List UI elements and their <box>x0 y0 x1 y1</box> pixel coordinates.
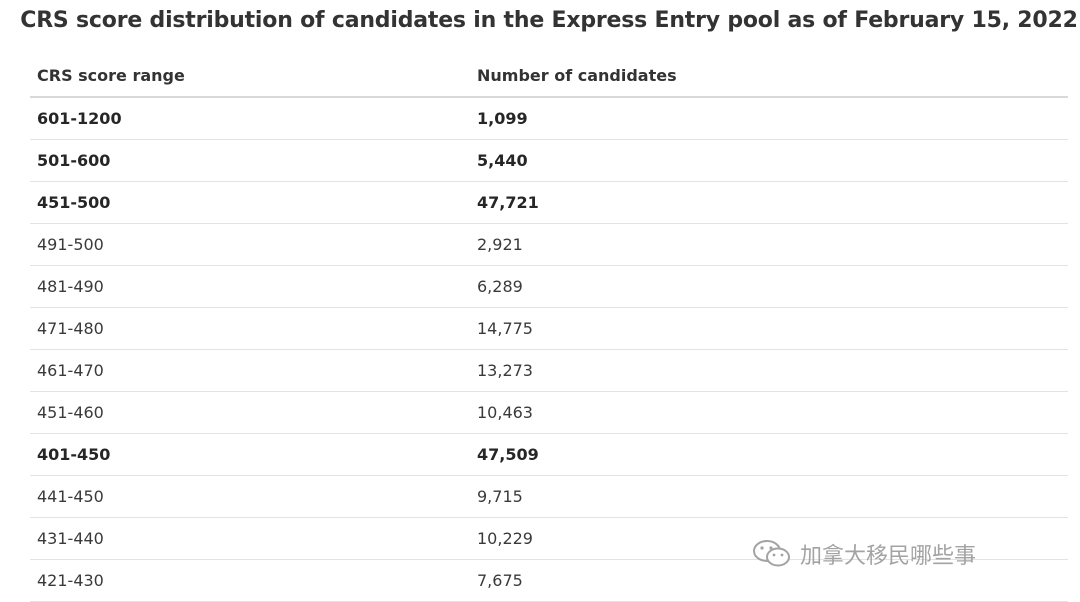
page-title: CRS score distribution of candidates in … <box>20 8 1078 33</box>
score-range-cell: 491-500 <box>37 235 104 254</box>
candidate-count-cell: 1,099 <box>477 109 528 128</box>
score-range-cell: 451-460 <box>37 403 104 422</box>
table-body: 601-1200 1,099 501-600 5,440 451-500 47,721 49… <box>30 98 1068 602</box>
header-score-range: CRS score range <box>37 66 185 85</box>
candidate-count-cell: 5,440 <box>477 151 528 170</box>
candidate-count-cell: 10,463 <box>477 403 533 422</box>
score-range-cell: 471-480 <box>37 319 104 338</box>
score-range-cell: 501-600 <box>37 151 111 170</box>
table-row: 471-480 14,775 <box>30 308 1068 350</box>
candidate-count-cell: 14,775 <box>477 319 533 338</box>
table-row: 451-500 47,721 <box>30 182 1068 224</box>
candidate-count-cell: 6,289 <box>477 277 523 296</box>
score-range-cell: 421-430 <box>37 571 104 590</box>
table-header: CRS score range Number of candidates <box>30 55 1068 98</box>
table-row: 451-460 10,463 <box>30 392 1068 434</box>
table-row: 431-440 10,229 <box>30 518 1068 560</box>
candidate-count-cell: 9,715 <box>477 487 523 506</box>
score-range-cell: 441-450 <box>37 487 104 506</box>
candidate-count-cell: 13,273 <box>477 361 533 380</box>
table-row: 601-1200 1,099 <box>30 98 1068 140</box>
candidate-count-cell: 47,509 <box>477 445 539 464</box>
score-range-cell: 601-1200 <box>37 109 122 128</box>
watermark: 加拿大移民哪些事 <box>752 534 976 574</box>
candidate-count-cell: 47,721 <box>477 193 539 212</box>
candidate-count-cell: 10,229 <box>477 529 533 548</box>
header-number-of-candidates: Number of candidates <box>477 66 677 85</box>
wechat-icon <box>753 540 790 567</box>
table-row: 441-450 9,715 <box>30 476 1068 518</box>
score-range-cell: 451-500 <box>37 193 111 212</box>
table-row: 461-470 13,273 <box>30 350 1068 392</box>
score-range-cell: 461-470 <box>37 361 104 380</box>
table-row: 401-450 47,509 <box>30 434 1068 476</box>
score-range-cell: 481-490 <box>37 277 104 296</box>
watermark-text: 加拿大移民哪些事 <box>800 544 977 569</box>
candidate-count-cell: 2,921 <box>477 235 523 254</box>
score-range-cell: 401-450 <box>37 445 111 464</box>
candidate-count-cell: 7,675 <box>477 571 523 590</box>
table-row: 491-500 2,921 <box>30 224 1068 266</box>
table-row: 501-600 5,440 <box>30 140 1068 182</box>
table-row: 481-490 6,289 <box>30 266 1068 308</box>
crs-distribution-table: CRS score range Number of candidates 601… <box>30 55 1068 602</box>
score-range-cell: 431-440 <box>37 529 104 548</box>
